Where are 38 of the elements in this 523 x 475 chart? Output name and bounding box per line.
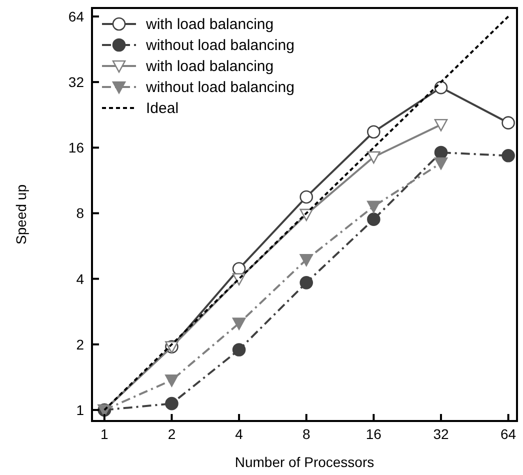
point bbox=[232, 343, 246, 356]
point bbox=[367, 151, 380, 164]
point bbox=[434, 119, 448, 132]
x-tick-label: 32 bbox=[433, 426, 449, 442]
legend-label: without load balancing bbox=[145, 79, 294, 96]
point bbox=[300, 254, 314, 266]
point bbox=[367, 125, 380, 139]
point bbox=[434, 146, 448, 160]
x-tick-label: 8 bbox=[302, 426, 310, 442]
point bbox=[434, 80, 448, 94]
x-tick-label: 1 bbox=[100, 426, 109, 442]
legend-label: Ideal bbox=[146, 100, 179, 117]
y-tick-label: 8 bbox=[76, 205, 84, 222]
legend-label: without load balancing bbox=[145, 37, 294, 54]
y-axis-title: Speed up bbox=[13, 184, 29, 244]
x-tick-label: 2 bbox=[168, 426, 176, 442]
y-tick-label: 64 bbox=[68, 8, 84, 24]
point bbox=[434, 157, 448, 170]
x-tick-label: 4 bbox=[235, 426, 244, 442]
point bbox=[300, 276, 314, 290]
point bbox=[502, 116, 515, 130]
x-axis-title: Number of Processors bbox=[234, 454, 374, 470]
y-tick-label: 2 bbox=[76, 336, 84, 352]
point bbox=[165, 396, 178, 410]
y-tick-label: 16 bbox=[68, 140, 84, 156]
point bbox=[165, 374, 178, 387]
point bbox=[502, 149, 515, 162]
point bbox=[232, 318, 246, 330]
legend-label: with load balancing bbox=[145, 58, 274, 75]
y-tick-label: 32 bbox=[68, 74, 84, 90]
legend-label: with load balancing bbox=[145, 16, 274, 33]
y-tick-label: 4 bbox=[76, 270, 84, 287]
point bbox=[367, 200, 380, 214]
point bbox=[367, 212, 380, 226]
y-tick-label: 1 bbox=[76, 402, 84, 418]
x-tick-label: 64 bbox=[500, 426, 516, 442]
x-tick-label: 16 bbox=[366, 426, 382, 442]
point bbox=[300, 190, 314, 204]
